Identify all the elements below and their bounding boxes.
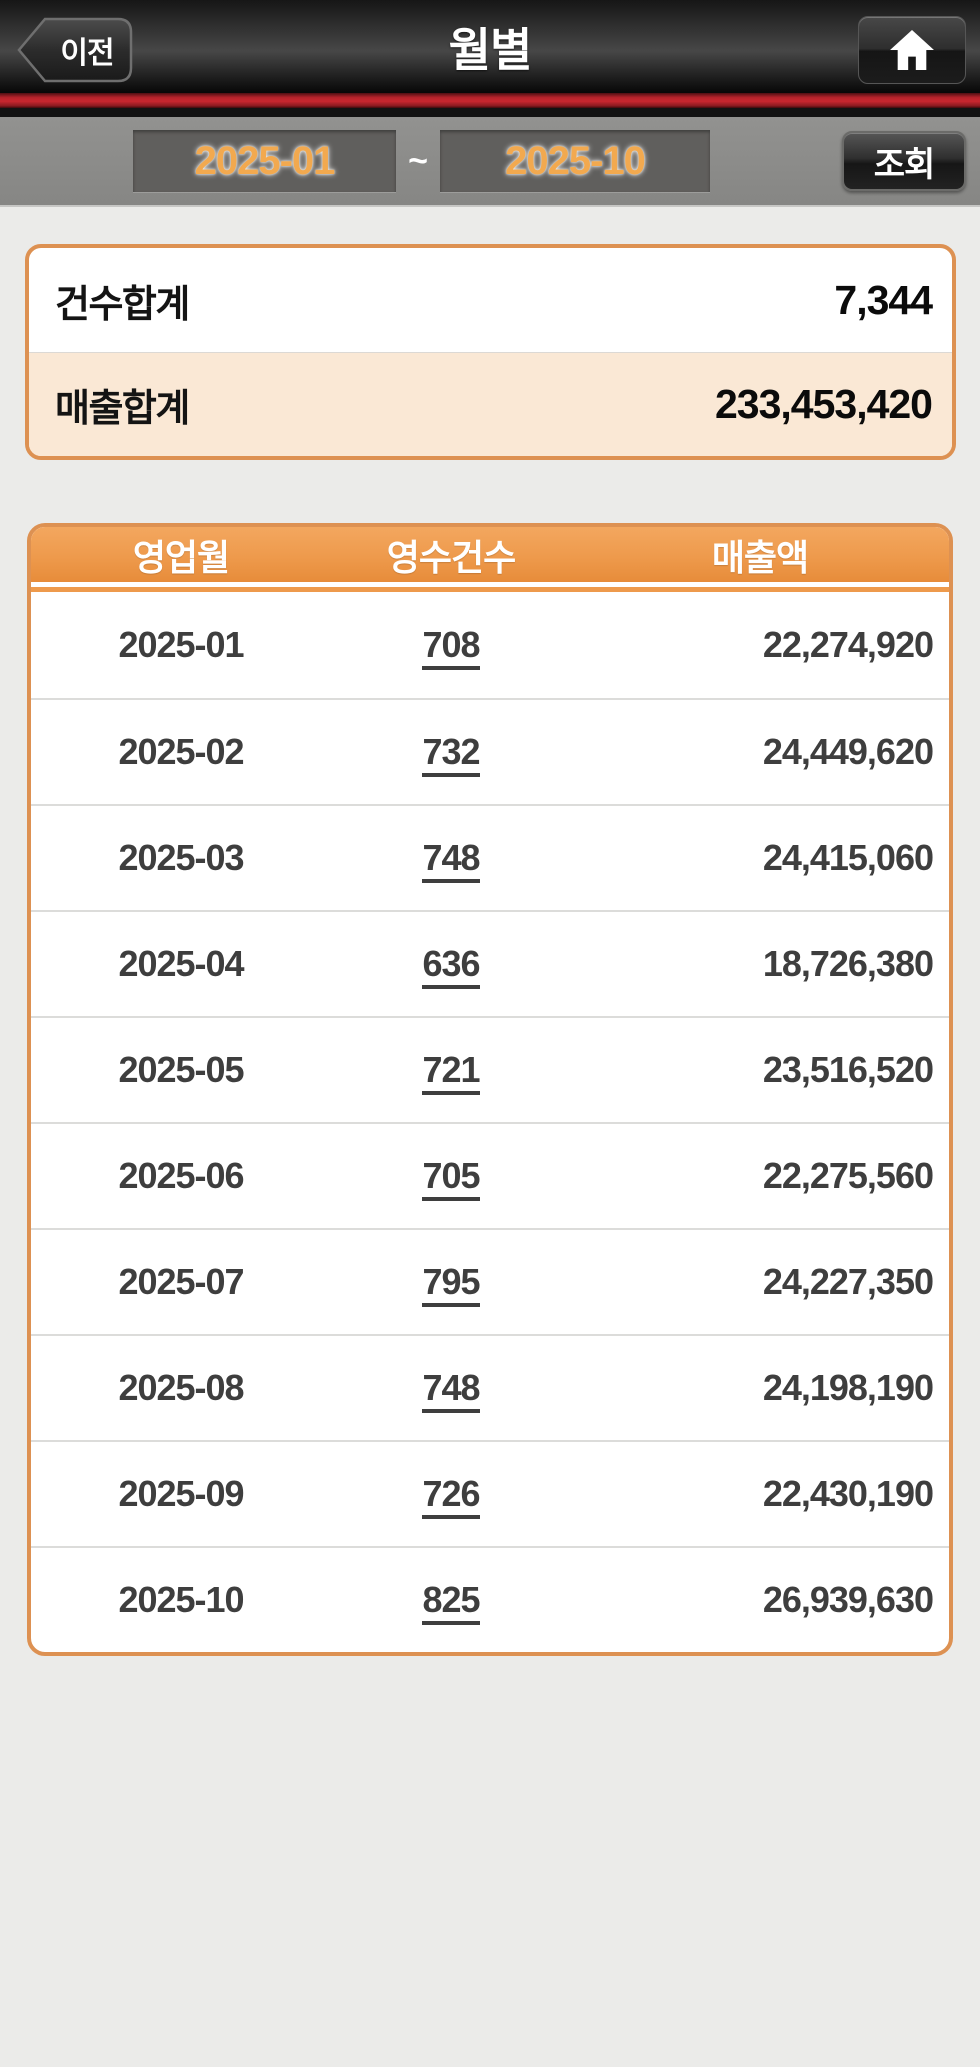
count-cell: 636	[331, 943, 571, 989]
amount-cell: 24,227,350	[762, 1261, 934, 1302]
back-button[interactable]: 이전	[15, 16, 135, 84]
month-cell: 2025-01	[118, 624, 244, 665]
header-divider	[0, 108, 980, 117]
amount-cell: 22,274,920	[762, 624, 934, 665]
back-button-label: 이전	[60, 37, 114, 70]
filter-toolbar: 2025-01 ~ 2025-10 조회	[0, 117, 980, 207]
receipt-count-link[interactable]: 708	[422, 624, 481, 670]
amount-cell: 26,939,630	[762, 1579, 934, 1620]
table-row: 2025-01 708 22,274,920	[31, 592, 949, 698]
home-button[interactable]	[858, 16, 966, 84]
table-row: 2025-10 825 26,939,630	[31, 1546, 949, 1652]
count-cell: 748	[331, 837, 571, 883]
home-icon	[890, 29, 934, 71]
amount-cell: 23,516,520	[762, 1049, 934, 1090]
count-cell: 708	[331, 624, 571, 670]
month-cell: 2025-06	[118, 1155, 244, 1196]
receipt-count-link[interactable]: 726	[422, 1473, 481, 1519]
receipt-count-link[interactable]: 795	[422, 1261, 481, 1307]
month-cell: 2025-05	[118, 1049, 244, 1090]
summary-row-count-total: 건수합계 7,344	[29, 248, 952, 352]
month-cell: 2025-09	[118, 1473, 244, 1514]
column-header-receipt-count: 영수건수	[386, 536, 516, 578]
column-header-month: 영업월	[132, 536, 230, 578]
amount-cell: 18,726,380	[762, 943, 934, 984]
receipt-count-link[interactable]: 705	[422, 1155, 481, 1201]
summary-row-sales-total: 매출합계 233,453,420	[29, 352, 952, 456]
table-row: 2025-04 636 18,726,380	[31, 910, 949, 1016]
table-body: 2025-01 708 22,274,920 2025-02 732 24,44…	[31, 592, 949, 1652]
amount-cell: 24,449,620	[762, 731, 934, 772]
receipt-count-link[interactable]: 825	[422, 1579, 481, 1625]
receipt-count-link[interactable]: 636	[422, 943, 481, 989]
month-cell: 2025-02	[118, 731, 244, 772]
start-date-field[interactable]: 2025-01	[133, 130, 396, 192]
table-row: 2025-08 748 24,198,190	[31, 1334, 949, 1440]
red-accent-line	[0, 93, 980, 108]
end-date-field[interactable]: 2025-10	[440, 130, 710, 192]
table-row: 2025-07 795 24,227,350	[31, 1228, 949, 1334]
table-header-underbar	[31, 587, 949, 592]
month-cell: 2025-08	[118, 1367, 244, 1408]
column-header-sales-amount: 매출액	[711, 536, 809, 578]
title-bar: 이전 월별	[0, 0, 980, 93]
month-cell: 2025-03	[118, 837, 244, 878]
count-cell: 732	[331, 731, 571, 777]
summary-card: 건수합계 7,344 매출합계 233,453,420	[25, 244, 956, 460]
count-cell: 795	[331, 1261, 571, 1307]
month-cell: 2025-04	[118, 943, 244, 984]
table-row: 2025-03 748 24,415,060	[31, 804, 949, 910]
count-cell: 705	[331, 1155, 571, 1201]
count-cell: 825	[331, 1579, 571, 1625]
amount-cell: 24,198,190	[762, 1367, 934, 1408]
back-arrow-shape	[17, 17, 133, 83]
count-cell: 721	[331, 1049, 571, 1095]
month-cell: 2025-10	[118, 1579, 244, 1620]
summary-value: 7,344	[834, 276, 933, 323]
receipt-count-link[interactable]: 721	[422, 1049, 481, 1095]
page-title: 월별	[448, 23, 533, 76]
receipt-count-link[interactable]: 748	[422, 1367, 481, 1413]
amount-cell: 24,415,060	[762, 837, 934, 878]
summary-label: 매출합계	[55, 388, 190, 430]
table-row: 2025-09 726 22,430,190	[31, 1440, 949, 1546]
summary-label: 건수합계	[55, 283, 190, 326]
table-header: 영업월 영수건수 매출액	[31, 527, 949, 587]
table-row: 2025-06 705 22,275,560	[31, 1122, 949, 1228]
month-cell: 2025-07	[118, 1261, 244, 1302]
amount-cell: 22,275,560	[762, 1155, 934, 1196]
table-row: 2025-05 721 23,516,520	[31, 1016, 949, 1122]
count-cell: 726	[331, 1473, 571, 1519]
summary-value: 233,453,420	[714, 381, 933, 427]
receipt-count-link[interactable]: 748	[422, 837, 481, 883]
monthly-sales-table: 영업월 영수건수 매출액 2025-01 708 22,274,920 2025…	[27, 523, 953, 1656]
amount-cell: 22,430,190	[762, 1473, 934, 1514]
receipt-count-link[interactable]: 732	[422, 731, 481, 777]
table-row: 2025-02 732 24,449,620	[31, 698, 949, 804]
count-cell: 748	[331, 1367, 571, 1413]
search-button[interactable]: 조회	[842, 131, 966, 191]
range-separator: ~	[408, 141, 428, 180]
